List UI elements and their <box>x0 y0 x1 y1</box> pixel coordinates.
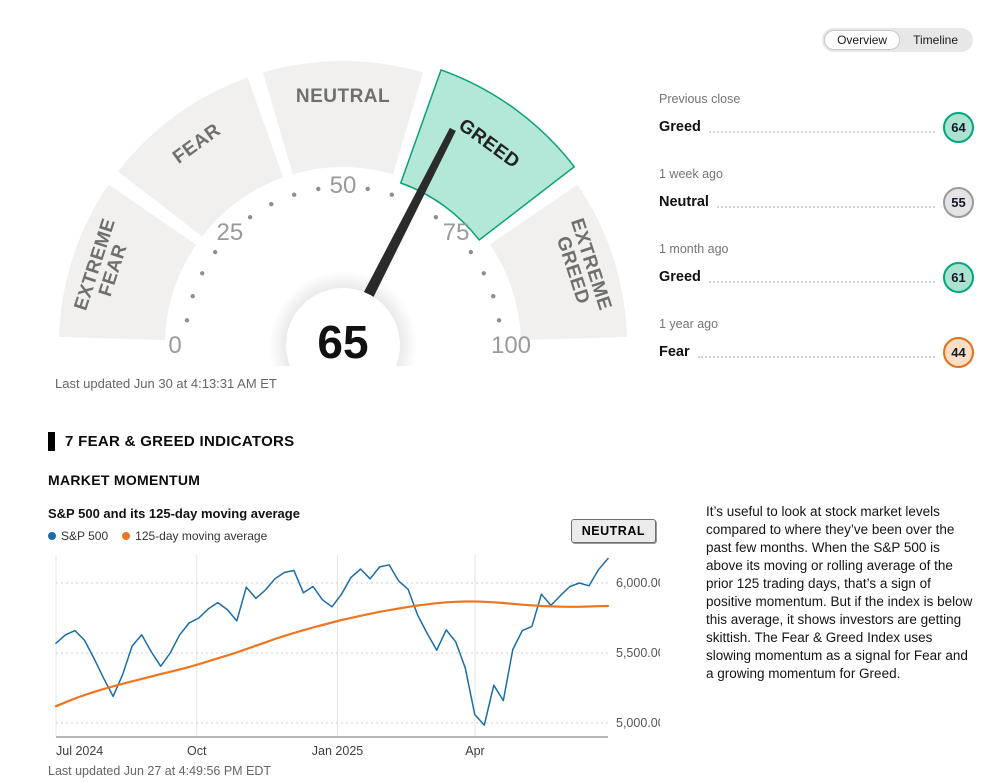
view-toggle: Overview Timeline <box>822 28 973 52</box>
y-tick-label: 5,000.00 <box>616 716 660 730</box>
momentum-rating-badge: NEUTRAL <box>570 519 656 543</box>
gauge-tick-25: 25 <box>217 219 244 246</box>
gauge-tick-75: 75 <box>443 219 470 246</box>
section-title: 7 FEAR & GREED INDICATORS <box>65 433 295 450</box>
score-badge: 55 <box>943 186 974 218</box>
gauge-segment-label: NEUTRAL <box>296 86 390 107</box>
gauge-segment-extreme-greed <box>489 184 627 340</box>
y-tick-label: 6,000.00 <box>616 576 660 590</box>
history-row-1-week: 1 week ago Neutral 55 <box>659 167 974 218</box>
dotted-leader <box>697 346 935 358</box>
tab-overview[interactable]: Overview <box>824 30 901 50</box>
history-period: 1 year ago <box>659 317 719 331</box>
history-period: Previous close <box>659 92 741 106</box>
chart-title: S&P 500 and its 125-day moving average <box>48 506 300 521</box>
sp500-legend-label: S&P 500 <box>61 529 109 543</box>
history-label: Fear <box>659 344 690 360</box>
moving-average-legend-dot <box>122 532 131 540</box>
history-label: Neutral <box>659 194 709 210</box>
dotted-leader <box>716 196 935 208</box>
x-tick-label: Apr <box>465 744 484 758</box>
sp500-legend-dot <box>48 532 56 540</box>
dotted-leader <box>708 271 935 283</box>
momentum-chart-block: S&P 500 and its 125-day moving average S… <box>48 506 660 778</box>
score-badge: 44 <box>943 336 974 368</box>
fear-greed-gauge: EXTREMEFEAR FEAR NEUTRAL GREED EXTREMEGREED 0… <box>48 50 638 419</box>
section-marker-bar <box>48 432 55 451</box>
x-tick-label: Oct <box>187 744 207 758</box>
score-badge: 61 <box>943 261 974 293</box>
gauge-svg: EXTREMEFEARFEARNEUTRALGREEDEXTREMEGREED0… <box>59 61 627 419</box>
momentum-chart-svg: Jul 2024 Oct Jan 2025 Apr 6,000.00 5,500.00 5,… <box>54 555 660 758</box>
history-row-previous-close: Previous close Greed 64 <box>659 92 974 143</box>
gauge-segment-neutral <box>262 61 424 175</box>
y-tick-label: 5,500.00 <box>616 646 660 660</box>
history-row-1-year: 1 year ago Fear 44 <box>659 317 974 368</box>
indicator-description: It’s useful to look at stock market leve… <box>706 504 973 681</box>
series-sp500 <box>55 557 609 726</box>
gauge-tick-50: 50 <box>330 172 357 199</box>
tab-timeline[interactable]: Timeline <box>900 30 971 50</box>
chart-last-updated: Last updated Jun 27 at 4:49:56 PM EDT <box>48 764 272 778</box>
moving-average-legend-label: 125-day moving average <box>135 529 268 543</box>
gauge-segment-extreme-fear <box>59 184 197 340</box>
history-panel: Previous close Greed 64 1 week ago Neutr… <box>659 92 974 392</box>
gauge-segment-fear <box>118 77 284 237</box>
x-tick-label: Jan 2025 <box>312 744 363 758</box>
gauge-tick-0: 0 <box>168 332 181 359</box>
score-badge: 64 <box>943 111 974 143</box>
gauge-value: 65 <box>317 316 368 366</box>
gauge-last-updated: Last updated Jun 30 at 4:13:31 AM ET <box>55 376 277 391</box>
indicator-title: MARKET MOMENTUM <box>48 472 201 488</box>
history-period: 1 month ago <box>659 242 729 256</box>
gauge-segment-greed <box>399 68 576 242</box>
history-label: Greed <box>659 269 701 285</box>
series-moving-average <box>54 600 610 708</box>
x-tick-label: Jul 2024 <box>56 744 103 758</box>
chart-legend: S&P 500 125-day moving average <box>48 529 660 543</box>
history-row-1-month: 1 month ago Greed 61 <box>659 242 974 293</box>
history-label: Greed <box>659 119 701 135</box>
history-period: 1 week ago <box>659 167 723 181</box>
indicators-section-header: 7 FEAR & GREED INDICATORS <box>48 432 294 451</box>
dotted-leader <box>708 121 935 133</box>
gauge-tick-100: 100 <box>491 332 531 359</box>
